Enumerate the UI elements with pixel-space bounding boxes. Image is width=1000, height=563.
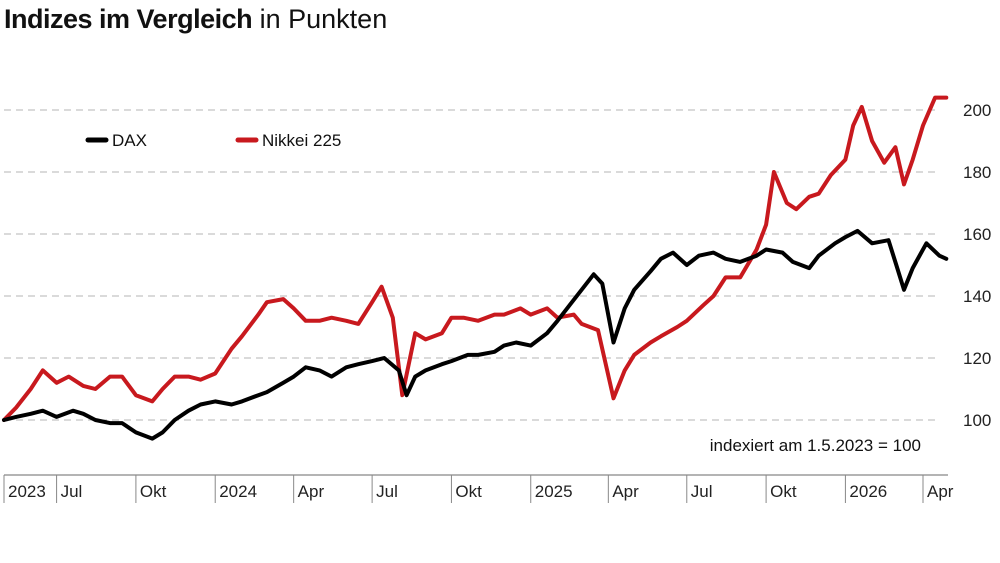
x-tick-label-2: Okt: [140, 482, 167, 501]
x-tick-label-0: 2023: [8, 482, 46, 501]
chart-title-bold: Indizes im Vergleich: [4, 4, 253, 34]
legend-label-dax: DAX: [112, 131, 147, 150]
y-axis-ticks: 100 120 140 160 180 200: [963, 101, 991, 430]
index-note: indexiert am 1.5.2023 = 100: [710, 436, 921, 455]
x-tick-label-8: Apr: [612, 482, 639, 501]
x-tick-label-11: 2026: [849, 482, 887, 501]
legend-label-nikkei-225: Nikkei 225: [262, 131, 341, 150]
x-tick-label-12: Apr: [927, 482, 954, 501]
x-tick-label-10: Okt: [770, 482, 797, 501]
y-tick-label-160: 160: [963, 225, 991, 244]
x-tick-label-3: 2024: [219, 482, 257, 501]
x-tick-label-1: Jul: [61, 482, 83, 501]
legend: DAX Nikkei 225: [85, 131, 341, 150]
x-tick-label-6: Okt: [455, 482, 482, 501]
series-line-nikkei-225: [2, 95, 949, 422]
x-tick-label-9: Jul: [691, 482, 713, 501]
y-tick-label-100: 100: [963, 411, 991, 430]
grid-lines: [4, 109, 940, 421]
x-tick-label-4: Apr: [298, 482, 325, 501]
x-tick-label-5: Jul: [376, 482, 398, 501]
chart-title-unit: in Punkten: [259, 4, 388, 34]
chart-title: Indizes im Vergleich in Punkten: [4, 2, 387, 36]
series-line-dax: [2, 228, 949, 441]
y-tick-label-120: 120: [963, 349, 991, 368]
x-axis: 2023 Jul Okt 2024 Apr Jul Okt 2025 Apr Jul Okt 2026…: [3, 474, 954, 503]
x-tick-label-7: 2025: [535, 482, 573, 501]
y-tick-label-140: 140: [963, 287, 991, 306]
y-tick-label-180: 180: [963, 163, 991, 182]
y-tick-label-200: 200: [963, 101, 991, 120]
series-lines: [2, 95, 949, 441]
